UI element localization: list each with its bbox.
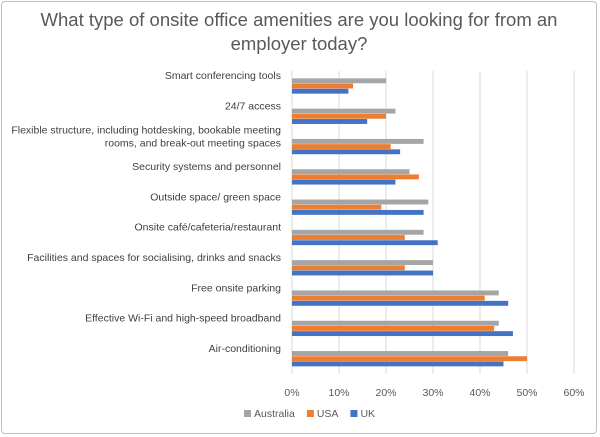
- category-label-line: Free onsite parking: [191, 282, 281, 294]
- bar-australia: [292, 199, 429, 205]
- category-label-line: 24/7 access: [225, 100, 281, 112]
- category-label-line: Air-conditioning: [209, 343, 282, 355]
- legend-swatch-australia: [244, 410, 251, 417]
- bar-usa: [292, 325, 495, 331]
- bar-usa: [292, 295, 485, 301]
- bar-uk: [292, 270, 433, 276]
- category-label-line: Security systems and personnel: [132, 161, 281, 173]
- bar-australia: [292, 108, 396, 114]
- x-tick-label: 40%: [469, 387, 490, 399]
- x-tick-label: 0%: [284, 387, 299, 399]
- category-label: Effective Wi-Fi and high-speed broadband: [85, 313, 281, 325]
- category-label: Flexible structure, including hotdesking…: [11, 124, 281, 149]
- x-tick-label: 20%: [375, 387, 396, 399]
- bar-usa: [292, 265, 405, 271]
- legend-label-australia: Australia: [254, 408, 295, 420]
- bar-usa: [292, 356, 527, 362]
- category-label-line: rooms, and break-out meeting spaces: [105, 137, 281, 149]
- bar-australia: [292, 78, 386, 84]
- legend-label-usa: USA: [317, 408, 339, 420]
- chart-title-line: What type of onsite office amenities are…: [40, 9, 558, 30]
- category-label-line: Onsite café/cafeteria/restaurant: [135, 222, 282, 234]
- chart-title-line: employer today?: [230, 33, 368, 54]
- category-label: Outside space/ green space: [150, 191, 281, 203]
- bar-australia: [292, 229, 424, 235]
- bar-uk: [292, 149, 401, 155]
- bar-australia: [292, 169, 410, 175]
- category-label-line: Outside space/ green space: [150, 191, 281, 203]
- bar-usa: [292, 174, 419, 180]
- x-tick-label: 60%: [563, 387, 584, 399]
- bar-australia: [292, 290, 499, 296]
- category-label-line: Smart conferencing tools: [165, 70, 281, 82]
- bar-uk: [292, 119, 368, 124]
- bar-usa: [292, 113, 386, 119]
- category-label-line: Effective Wi-Fi and high-speed broadband: [85, 313, 281, 325]
- bar-usa: [292, 204, 382, 210]
- category-label: 24/7 access: [225, 100, 281, 112]
- bar-usa: [292, 235, 405, 240]
- category-label: Air-conditioning: [209, 343, 282, 355]
- legend-swatch-uk: [350, 410, 358, 417]
- bar-australia: [292, 138, 424, 144]
- category-label-line: Flexible structure, including hotdesking…: [11, 124, 281, 136]
- category-label: Onsite café/cafeteria/restaurant: [135, 222, 282, 234]
- bar-australia: [292, 320, 499, 326]
- category-label: Smart conferencing tools: [165, 70, 281, 82]
- legend-label-uk: UK: [360, 408, 375, 420]
- category-label: Free onsite parking: [191, 282, 281, 294]
- bar-uk: [292, 300, 509, 306]
- bar-usa: [292, 83, 354, 89]
- x-tick-label: 10%: [328, 387, 349, 399]
- x-tick-label: 30%: [422, 387, 443, 399]
- bar-australia: [292, 351, 509, 356]
- bar-uk: [292, 209, 424, 215]
- bar-uk: [292, 361, 504, 367]
- category-label-line: Facilities and spaces for socialising, d…: [27, 252, 281, 264]
- bar-australia: [292, 260, 433, 266]
- bar-uk: [292, 88, 349, 94]
- bar-uk: [292, 240, 438, 246]
- category-label: Facilities and spaces for socialising, d…: [27, 252, 281, 264]
- x-tick-label: 50%: [516, 387, 537, 399]
- bar-uk: [292, 179, 396, 185]
- bar-usa: [292, 144, 391, 150]
- bar-uk: [292, 331, 513, 337]
- legend-swatch-usa: [306, 410, 314, 417]
- category-label: Security systems and personnel: [132, 161, 281, 173]
- chart-title: What type of onsite office amenities are…: [0, 8, 598, 56]
